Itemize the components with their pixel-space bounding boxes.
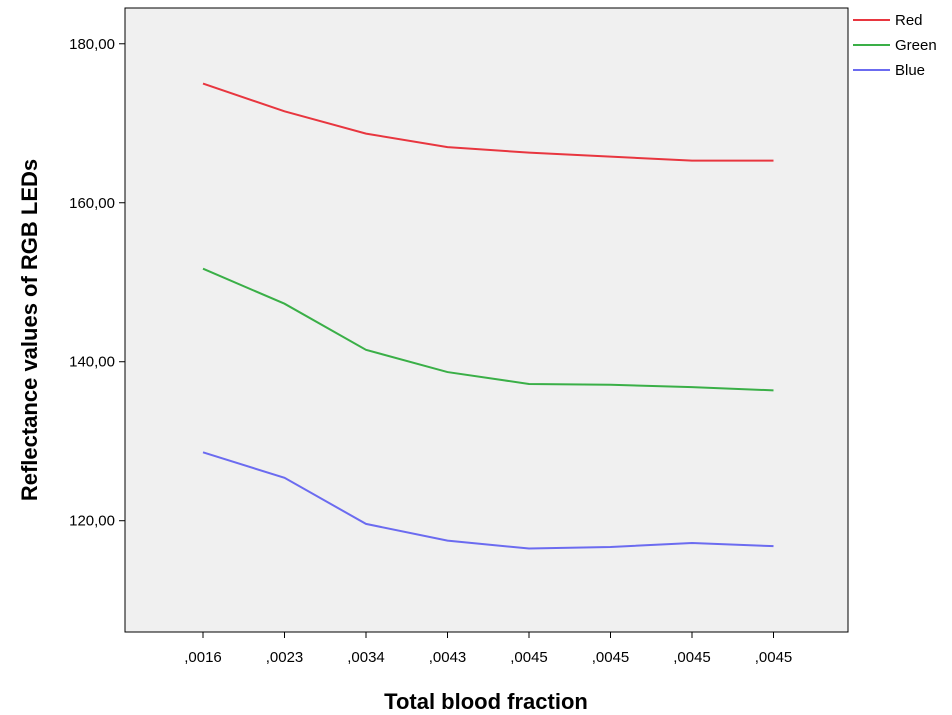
x-axis: ,0016 ,0023 ,0034 ,0043 ,0045 ,0045 ,0045 ,0045 <box>184 632 792 666</box>
y-tick-label: 120,00 <box>69 513 115 530</box>
x-tick-label: ,0023 <box>266 649 304 666</box>
x-tick-label: ,0016 <box>184 649 222 666</box>
series-line-blue <box>202 451 774 550</box>
x-tick-label: ,0034 <box>347 649 385 666</box>
plot-area <box>124 7 849 633</box>
y-tick-label: 140,00 <box>69 354 115 371</box>
legend-label-green: Green <box>895 37 937 54</box>
x-tick-label: ,0043 <box>429 649 467 666</box>
series-line-red <box>202 82 774 162</box>
y-tick-label: 160,00 <box>69 195 115 212</box>
legend: Red Green Blue <box>853 12 937 79</box>
series-lines <box>202 82 774 550</box>
x-tick-label: ,0045 <box>592 649 630 666</box>
legend-label-blue: Blue <box>895 62 925 79</box>
y-tick-label: 180,00 <box>69 36 115 53</box>
series-line-green <box>202 267 774 392</box>
legend-label-red: Red <box>895 12 923 29</box>
x-tick-label: ,0045 <box>510 649 548 666</box>
x-axis-title: Total blood fraction <box>384 689 588 714</box>
y-axis-title: Reflectance values of RGB LEDs <box>17 159 42 501</box>
x-tick-label: ,0045 <box>755 649 793 666</box>
y-axis: 120,00 140,00 160,00 180,00 <box>69 36 125 530</box>
x-tick-label: ,0045 <box>673 649 711 666</box>
